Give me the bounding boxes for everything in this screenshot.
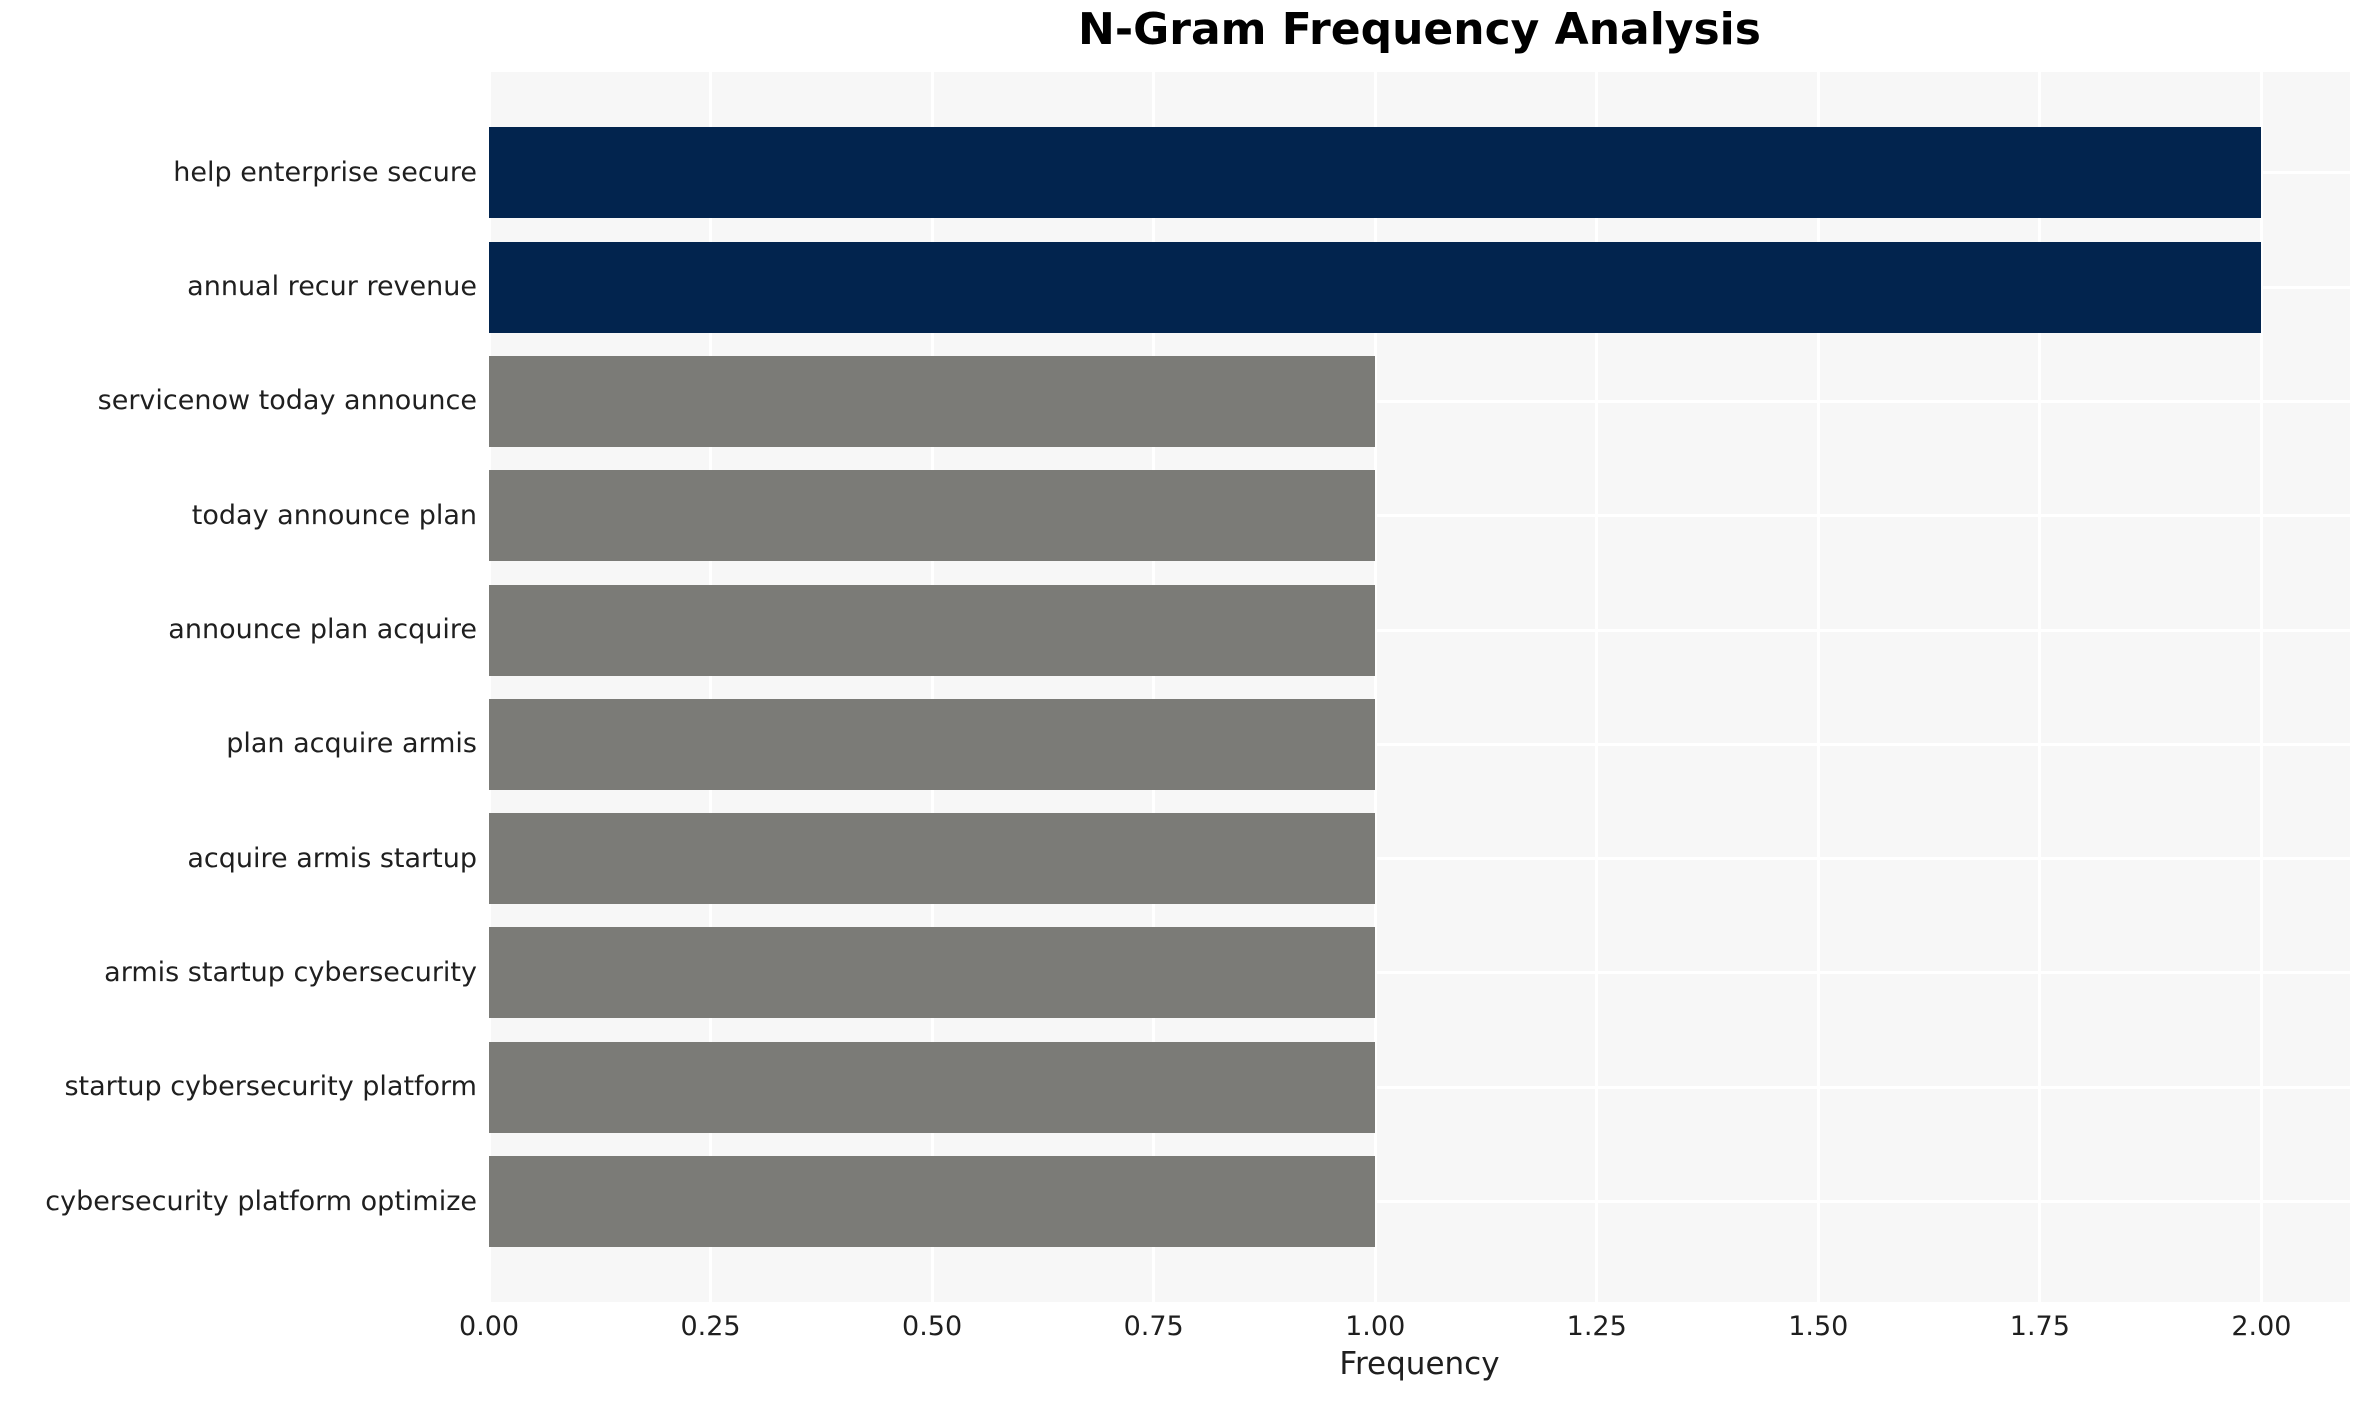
y-axis-label: help enterprise secure: [173, 156, 477, 188]
bar-9: [489, 1156, 1376, 1247]
y-gridline: [489, 514, 2350, 518]
x-tick-label: 0.75: [1123, 1311, 1184, 1342]
y-gridline: [489, 399, 2350, 403]
x-gridline: [1595, 72, 1599, 1302]
y-gridline: [489, 628, 2350, 632]
bar-8: [489, 1041, 1376, 1133]
x-gridline: [489, 72, 491, 1302]
x-tick-label: 1.25: [1566, 1311, 1627, 1342]
plot-area: [489, 72, 2350, 1302]
y-axis-label: announce plan acquire: [168, 614, 477, 645]
y-axis-label: plan acquire armis: [226, 728, 477, 760]
y-axis-label: annual recur revenue: [187, 271, 477, 303]
y-gridline: [489, 742, 2350, 746]
bar-5: [489, 698, 1376, 790]
y-axis-label: cybersecurity platform optimize: [45, 1185, 477, 1217]
x-tick-label: 1.00: [1345, 1311, 1406, 1342]
y-axis-label: startup cybersecurity platform: [64, 1071, 477, 1103]
y-gridline: [489, 971, 2350, 975]
bar-1: [489, 241, 2262, 333]
y-gridline: [489, 1200, 2350, 1203]
x-tick-label: 0.50: [902, 1311, 963, 1342]
x-axis-title: Frequency: [1339, 1346, 1500, 1382]
y-axis-label: servicenow today announce: [97, 385, 477, 417]
x-gridline: [2038, 72, 2042, 1302]
y-gridline: [489, 1085, 2350, 1089]
chart-title: N-Gram Frequency Analysis: [1078, 4, 1761, 55]
y-axis-label: today announce plan: [191, 499, 477, 531]
bar-2: [489, 355, 1376, 447]
x-gridline: [1373, 72, 1377, 1302]
bar-6: [489, 813, 1376, 905]
bar-3: [489, 470, 1376, 562]
bar-7: [489, 927, 1376, 1019]
x-tick-label: 0.25: [680, 1311, 741, 1342]
x-tick-label: 2.00: [2231, 1311, 2292, 1342]
bar-4: [489, 584, 1376, 676]
x-gridline: [1152, 72, 1156, 1302]
y-axis-labels: help enterprise secure annual recur reven…: [0, 72, 477, 1302]
x-gridline: [2259, 72, 2263, 1302]
y-gridline: [489, 857, 2350, 861]
y-axis-label: acquire armis startup: [187, 842, 477, 874]
x-tick-label: 1.75: [2009, 1311, 2070, 1342]
y-axis-label: armis startup cybersecurity: [104, 956, 477, 988]
x-tick-label: 1.50: [1788, 1311, 1849, 1342]
bar-0: [489, 127, 2262, 219]
x-tick-label: 0.00: [458, 1311, 520, 1342]
x-gridline: [1816, 72, 1820, 1302]
x-gridline: [930, 72, 934, 1302]
x-gridline: [709, 72, 713, 1302]
